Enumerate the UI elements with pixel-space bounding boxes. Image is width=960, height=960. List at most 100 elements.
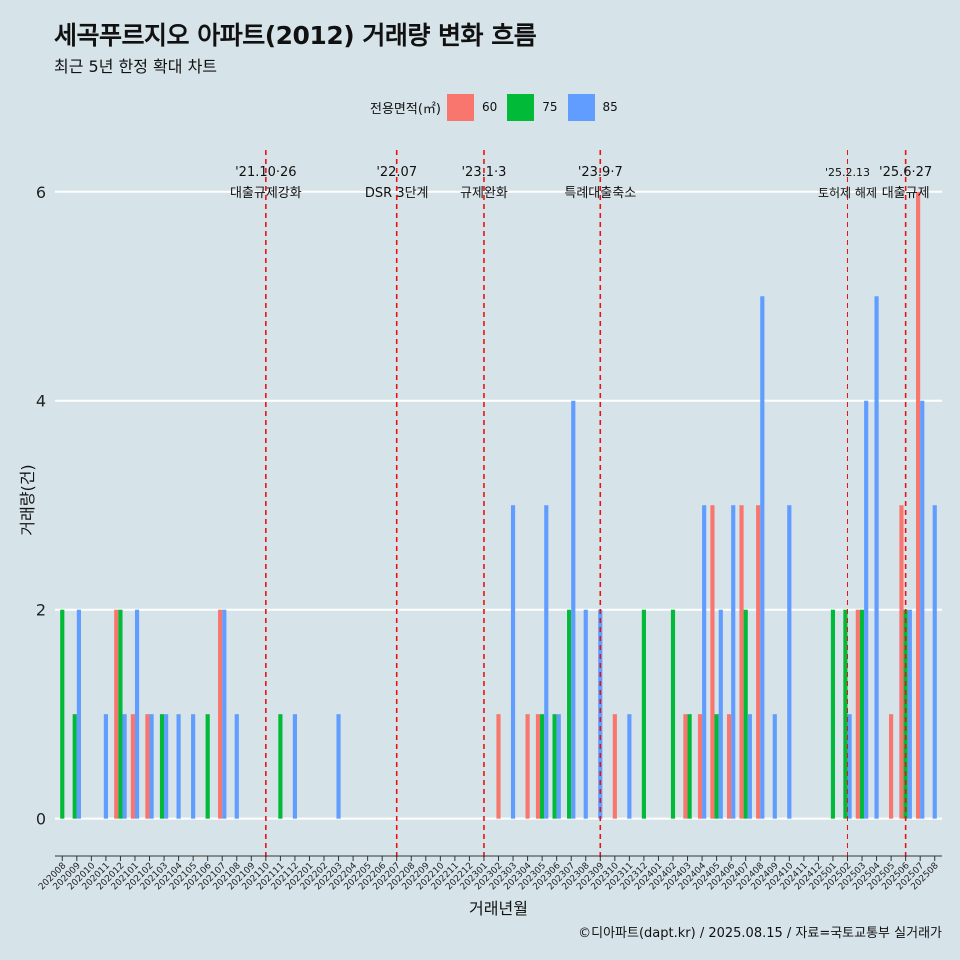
legend-label-75: 75	[542, 100, 558, 114]
legend-label-60: 60	[481, 100, 498, 114]
bar-85-202408	[760, 296, 765, 819]
bar-85-202104	[176, 714, 181, 819]
event-label: 대출규제강화	[230, 186, 302, 201]
bar-85-202009	[76, 609, 81, 819]
bar-60-202408	[756, 505, 761, 819]
bar-60-202012	[114, 609, 119, 819]
bar-75-202502	[843, 609, 848, 819]
bar-85-202012	[122, 714, 127, 819]
legend-item-75: 75	[507, 93, 558, 121]
bar-85-202404	[702, 505, 707, 819]
bar-75-202403	[687, 714, 692, 819]
bar-60-202405	[710, 505, 715, 819]
event-label: 규제완화	[460, 186, 508, 201]
y-axis-title: 거래량(건)	[18, 464, 37, 535]
bar-60-202305	[535, 714, 541, 819]
bar-60-202506	[899, 505, 904, 819]
bar-75-202405	[714, 714, 719, 819]
bar-85-202506	[907, 609, 912, 819]
bar-85-202203	[336, 714, 341, 819]
event-date-label: '23.9·7	[578, 165, 623, 180]
bar-85-202305	[544, 505, 549, 819]
bar-60-202404	[697, 714, 703, 819]
event-label: 특례대출축소	[564, 186, 636, 201]
legend-label-85: 85	[602, 100, 618, 114]
bar-75-202103	[159, 714, 165, 819]
legend: 전용면적(㎡) 60 75 85	[370, 93, 628, 121]
event-label: 토허제 해제	[818, 186, 877, 200]
bar-85-202105	[191, 714, 196, 819]
bar-85-202112	[292, 714, 298, 819]
bar-75-202307	[567, 609, 572, 819]
legend-swatch-75	[507, 93, 535, 121]
bar-85-202507	[920, 400, 925, 819]
event-label: DSR 3단계	[365, 186, 429, 201]
bar-85-202311	[627, 714, 632, 819]
bar-75-202305	[540, 714, 545, 819]
bar-85-202103	[164, 714, 169, 819]
bar-85-202107	[222, 609, 227, 819]
bar-85-202407	[747, 714, 752, 819]
bar-85-202306	[556, 714, 561, 819]
bar-75-202111	[278, 714, 283, 819]
bar-85-202410	[787, 505, 792, 819]
y-tick-label: 2	[36, 601, 46, 620]
y-tick-label: 0	[36, 810, 46, 829]
bar-75-202312	[641, 609, 646, 819]
bar-85-202405	[718, 609, 723, 819]
chart-subtitle: 최근 5년 한정 확대 차트	[54, 57, 218, 76]
bar-85-202502	[847, 714, 852, 819]
bar-85-202108	[234, 714, 239, 819]
bar-60-202310	[612, 714, 617, 819]
bar-60-202505	[889, 714, 894, 819]
event-date-label: '21.10·26	[235, 165, 296, 180]
x-axis-title: 거래년월	[469, 899, 528, 918]
bar-60-202101	[130, 714, 135, 819]
bar-85-202409	[772, 714, 777, 819]
legend-item-60: 60	[446, 93, 498, 121]
source-caption: ©디아파트(dapt.kr) / 2025.08.15 / 자료=국토교통부 실…	[578, 926, 942, 941]
legend-swatch-60	[446, 93, 474, 121]
bar-60-202403	[683, 714, 688, 819]
bar-75-202506	[903, 609, 908, 819]
bar-60-202507	[916, 191, 921, 819]
bar-75-202501	[830, 609, 836, 819]
bar-60-202406	[726, 714, 732, 819]
bar-85-202406	[731, 505, 736, 819]
bar-60-202304	[525, 714, 530, 819]
y-tick-label: 6	[36, 183, 46, 202]
bar-85-202303	[510, 505, 516, 819]
bar-75-202306	[552, 714, 557, 819]
bar-85-202309	[598, 609, 603, 819]
bar-60-202107	[218, 609, 223, 819]
event-date-label: '22.07	[376, 165, 417, 180]
legend-swatch-85	[567, 93, 595, 121]
legend-title: 전용면적(㎡)	[370, 101, 441, 117]
event-label: 대출규제	[882, 186, 930, 201]
bar-75-202407	[743, 609, 748, 819]
bar-75-202106	[205, 714, 210, 819]
bar-85-202102	[149, 714, 154, 819]
bar-85-202504	[874, 296, 879, 819]
bar-75-202012	[118, 609, 123, 819]
bar-75-202009	[72, 714, 77, 819]
bar-75-202008	[60, 609, 65, 819]
bar-60-202302	[496, 714, 501, 819]
y-tick-label: 4	[36, 392, 46, 411]
event-date-label: '25.2.13	[825, 166, 870, 179]
event-date-label: '25.6·27	[879, 165, 932, 180]
bar-85-202307	[571, 400, 576, 819]
bar-60-202102	[145, 714, 150, 819]
bar-60-202407	[739, 505, 744, 819]
bar-60-202503	[855, 609, 860, 819]
bar-85-202308	[583, 609, 588, 819]
bar-75-202503	[859, 609, 865, 819]
bar-85-202503	[864, 400, 869, 819]
bar-85-202011	[103, 714, 108, 819]
legend-item-85: 85	[567, 93, 618, 121]
bar-85-202101	[134, 609, 140, 819]
event-date-label: '23.1·3	[461, 165, 506, 180]
bar-85-202508	[932, 505, 937, 819]
bar-75-202402	[670, 609, 676, 819]
